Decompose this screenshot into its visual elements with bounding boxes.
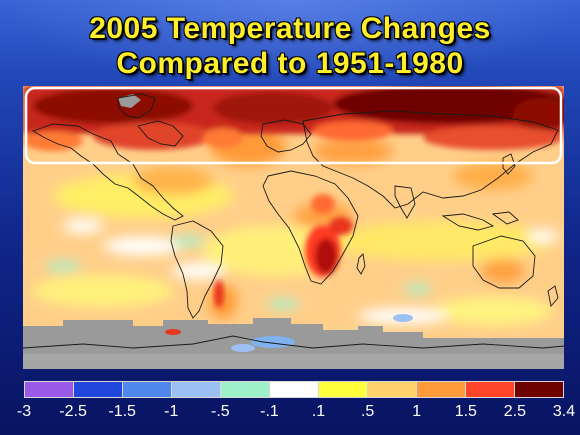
slide-title-line1: 2005 Temperature Changes: [89, 12, 491, 45]
color-scale-label: -3: [16, 403, 32, 420]
slide-title-line2: Compared to 1951-1980: [116, 47, 464, 80]
color-scale-label: -1.5: [108, 403, 136, 420]
color-scale-swatch: [221, 382, 270, 397]
color-scale-bar: [24, 381, 564, 398]
color-scale-label: -.5: [211, 403, 230, 420]
color-scale-swatch: [368, 382, 417, 397]
color-scale-swatch: [466, 382, 515, 397]
color-scale-swatch: [74, 382, 123, 397]
color-scale-swatch: [172, 382, 221, 397]
color-scale-swatch: [123, 382, 172, 397]
color-scale-label: -1: [164, 403, 179, 420]
color-scale-label: .5: [360, 403, 375, 420]
color-scale-label: 2.5: [503, 403, 527, 420]
color-scale-label: -.1: [260, 403, 279, 420]
color-scale-label: 1: [412, 403, 422, 420]
color-scale-label: 3.4: [552, 403, 576, 420]
color-scale-swatch: [515, 382, 563, 397]
temperature-anomaly-map: [23, 86, 564, 369]
coastlines: [23, 93, 564, 349]
color-scale-label: .1: [311, 403, 326, 420]
color-scale-swatch: [417, 382, 466, 397]
color-scale-label: 1.5: [454, 403, 477, 420]
arctic-highlight-box: [24, 86, 563, 165]
color-scale-swatch: [25, 382, 74, 397]
color-scale-swatch: [270, 382, 319, 397]
color-scale-label: -2.5: [59, 403, 87, 420]
color-scale-swatch: [319, 382, 368, 397]
color-scale-labels: -3 -2.5 -1.5 -1 -.5 -.1 .1 .5 1 1.5 2.5 3.4: [0, 401, 580, 427]
